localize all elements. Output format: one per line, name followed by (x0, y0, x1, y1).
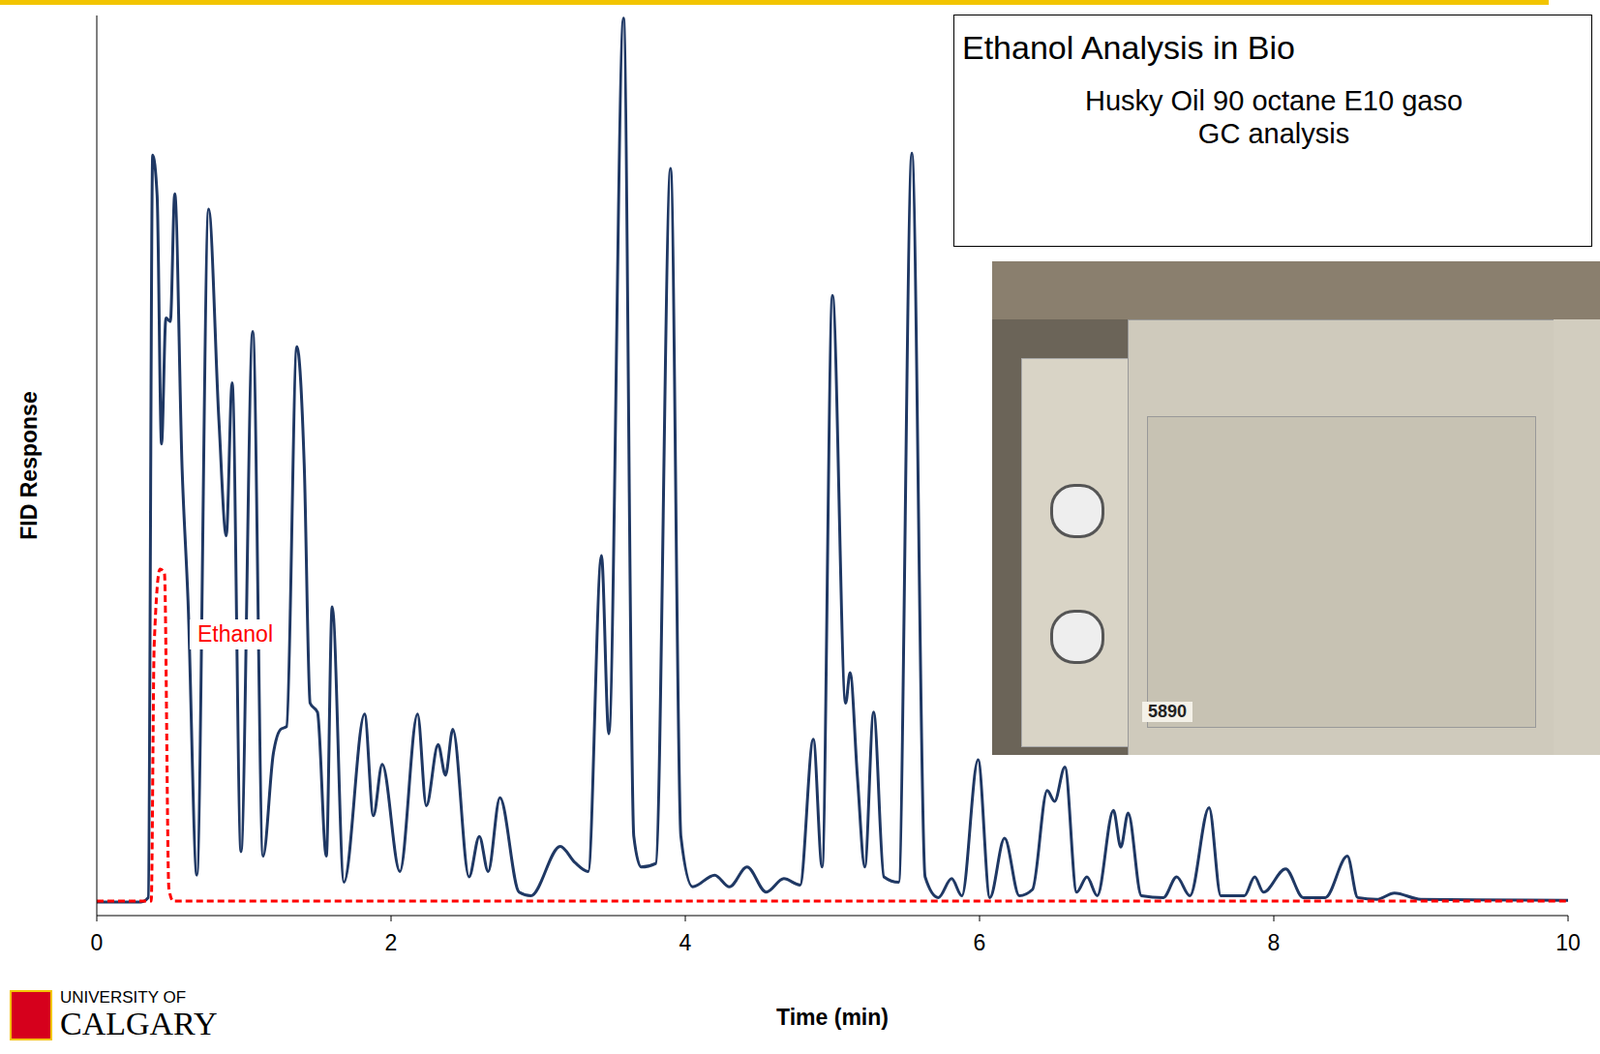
html-text:GC analysis: GC analysis (1198, 118, 1350, 150)
svg-text:8: 8 (1267, 930, 1281, 956)
html-text:CALGARY: CALGARY (60, 1005, 218, 1042)
svg-text:2: 2 (385, 930, 398, 956)
html-text:Husky Oil 90 octane E10 gaso: Husky Oil 90 octane E10 gaso (1084, 85, 1463, 117)
html-text:5890: 5890 (1147, 701, 1187, 722)
svg-text:FID Response: FID Response (16, 391, 42, 540)
svg-text:10: 10 (1555, 930, 1581, 956)
svg-text:Time (min): Time (min) (776, 1004, 889, 1030)
svg-text:6: 6 (973, 930, 987, 956)
html-text:Ethanol Analysis in Bio: Ethanol Analysis in Bio (962, 29, 1296, 66)
svg-text:4: 4 (679, 930, 693, 956)
html-text:UNIVERSITY OF: UNIVERSITY OF (60, 988, 186, 1007)
svg-text:0: 0 (90, 930, 104, 956)
html-text:Ethanol: Ethanol (197, 621, 273, 647)
